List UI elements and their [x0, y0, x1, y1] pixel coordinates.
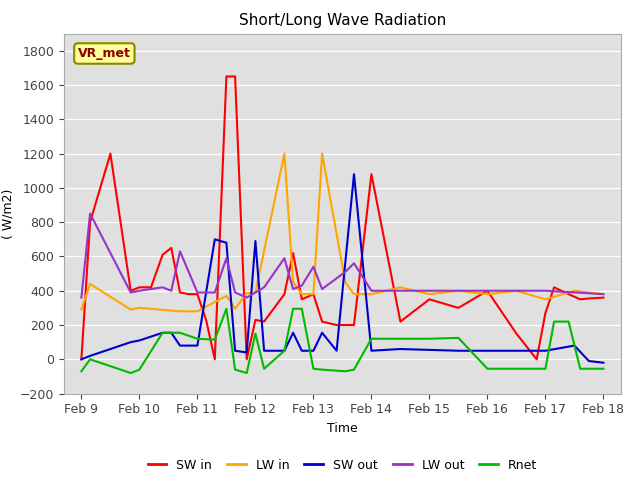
Y-axis label: ( W/m2): ( W/m2)	[1, 189, 14, 239]
Title: Short/Long Wave Radiation: Short/Long Wave Radiation	[239, 13, 446, 28]
Legend: SW in, LW in, SW out, LW out, Rnet: SW in, LW in, SW out, LW out, Rnet	[143, 454, 542, 477]
Text: VR_met: VR_met	[78, 47, 131, 60]
X-axis label: Time: Time	[327, 422, 358, 435]
